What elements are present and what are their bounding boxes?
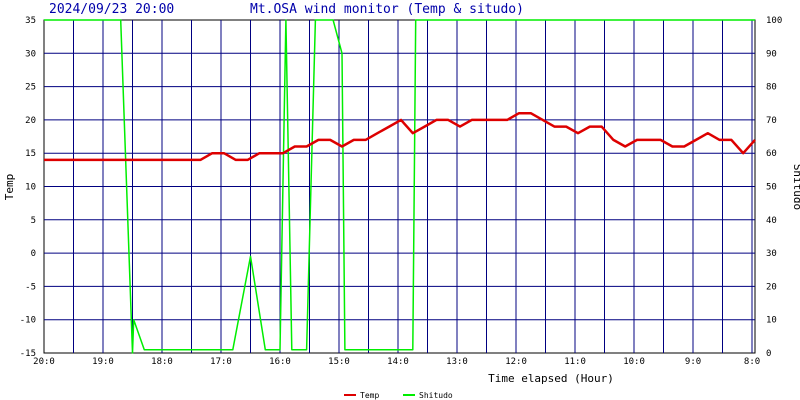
- grid-lines: [44, 20, 755, 353]
- right-tick-label: 40: [766, 216, 777, 226]
- x-tick-label: 17:0: [210, 357, 232, 367]
- x-tick-label: 13:0: [446, 357, 468, 367]
- temp-series-line: [44, 111, 756, 162]
- chart-timestamp: 2024/09/23 20:00: [49, 2, 174, 17]
- right-tick-label: 60: [766, 149, 777, 159]
- shitudo-series-line: [44, 19, 755, 354]
- series-layer: [44, 19, 756, 354]
- left-tick-label: 5: [31, 216, 36, 226]
- right-tick-label: 90: [766, 49, 777, 59]
- legend-temp-label: Temp: [360, 391, 379, 400]
- x-tick-label: 16:0: [269, 357, 291, 367]
- x-tick-label: 15:0: [328, 357, 350, 367]
- x-tick-label: 10:0: [623, 357, 645, 367]
- left-tick-label: -10: [20, 316, 36, 326]
- right-tick-label: 80: [766, 83, 777, 93]
- right-tick-label: 30: [766, 249, 777, 259]
- right-tick-label: 0: [766, 349, 771, 359]
- left-tick-label: -15: [20, 349, 36, 359]
- x-tick-label: 20:0: [33, 357, 55, 367]
- right-tick-label: 20: [766, 282, 777, 292]
- x-tick-label: 12:0: [505, 357, 527, 367]
- right-tick-label: 100: [766, 16, 782, 26]
- left-tick-label: 10: [25, 183, 36, 193]
- left-y-axis-ticks: 35 30 25 20 15 10 5 0 -5 -10 -15: [20, 16, 36, 359]
- left-tick-label: -5: [25, 282, 36, 292]
- x-axis-label: Time elapsed (Hour): [488, 372, 614, 385]
- x-tick-label: 9:0: [685, 357, 701, 367]
- chart-title: Mt.OSA wind monitor (Temp & situdo): [250, 2, 524, 17]
- left-tick-label: 25: [25, 83, 36, 93]
- legend: Temp Shitudo: [344, 391, 453, 400]
- legend-shitudo-label: Shitudo: [419, 391, 453, 400]
- x-tick-label: 19:0: [92, 357, 114, 367]
- x-tick-label: 14:0: [387, 357, 409, 367]
- left-tick-label: 20: [25, 116, 36, 126]
- x-tick-label: 18:0: [151, 357, 173, 367]
- right-tick-label: 10: [766, 316, 777, 326]
- left-tick-label: 30: [25, 49, 36, 59]
- left-tick-label: 35: [25, 16, 36, 26]
- right-tick-label: 50: [766, 183, 777, 193]
- x-axis-ticks: 20:0 19:0 18:0 17:0 16:0 15:0 14:0 13:0 12:0 11:0…: [33, 357, 760, 367]
- left-tick-label: 15: [25, 149, 36, 159]
- right-axis-label: Shitudo: [791, 164, 800, 210]
- right-tick-label: 70: [766, 116, 777, 126]
- left-axis-label: Temp: [3, 174, 16, 201]
- x-tick-label: 8:0: [744, 357, 760, 367]
- left-tick-label: 0: [31, 249, 36, 259]
- x-tick-label: 11:0: [564, 357, 586, 367]
